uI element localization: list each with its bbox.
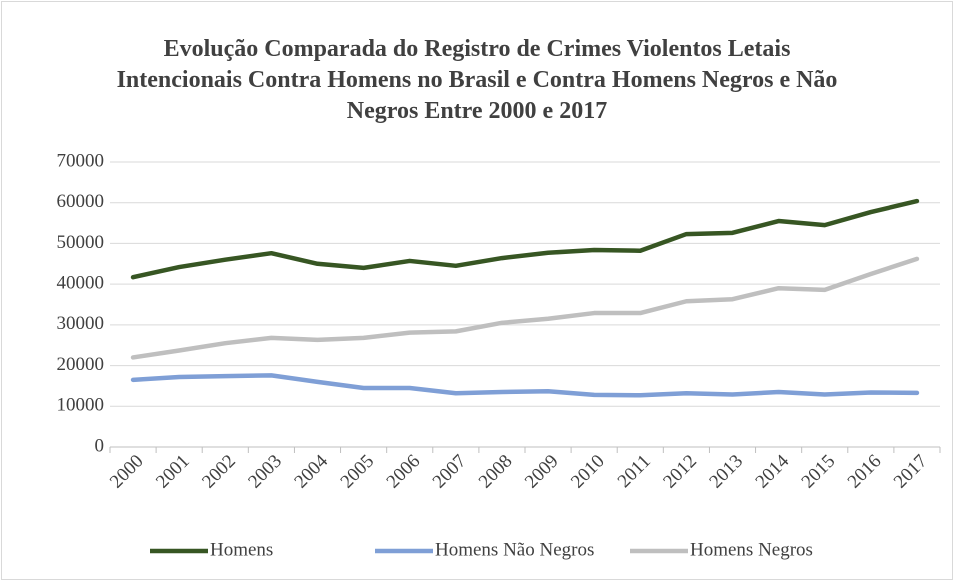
y-tick-label: 70000	[57, 150, 105, 171]
x-tick-label: 2005	[337, 451, 379, 493]
x-tick-label: 2016	[844, 451, 886, 493]
x-tick-label: 2011	[614, 451, 655, 492]
x-tick-label: 2001	[152, 451, 194, 493]
y-tick-label: 10000	[57, 395, 105, 416]
x-tick-label: 2009	[521, 451, 563, 493]
line-series	[130, 256, 920, 360]
legend-label: Homens	[210, 539, 273, 560]
x-tick-label: 2002	[198, 451, 240, 493]
x-tick-label: 2017	[890, 451, 932, 493]
chart-title: Evolução Comparada do Registro de Crimes…	[116, 36, 838, 124]
y-tick-label: 40000	[57, 273, 105, 294]
x-tick-label: 2010	[567, 451, 609, 493]
x-tick-label: 2012	[659, 451, 701, 493]
x-tick-label: 2004	[290, 450, 332, 492]
x-tick-label: 2003	[244, 451, 286, 493]
line-series	[130, 373, 920, 398]
x-tick-label: 2007	[429, 451, 471, 493]
x-tick-label: 2013	[705, 451, 747, 493]
x-tick-label: 2000	[106, 451, 148, 493]
line-series	[130, 198, 920, 280]
legend-label: Homens Não Negros	[435, 539, 594, 560]
y-tick-label: 30000	[57, 313, 105, 334]
y-tick-label: 0	[95, 435, 105, 456]
x-tick-label: 2008	[475, 451, 517, 493]
x-tick-label: 2015	[798, 451, 840, 493]
x-tick-label: 2006	[383, 451, 425, 493]
x-tick-label: 2014	[752, 450, 794, 492]
y-tick-label: 20000	[57, 354, 105, 375]
y-tick-label: 60000	[57, 191, 105, 212]
y-tick-label: 50000	[57, 232, 105, 253]
legend-label: Homens Negros	[690, 539, 813, 560]
